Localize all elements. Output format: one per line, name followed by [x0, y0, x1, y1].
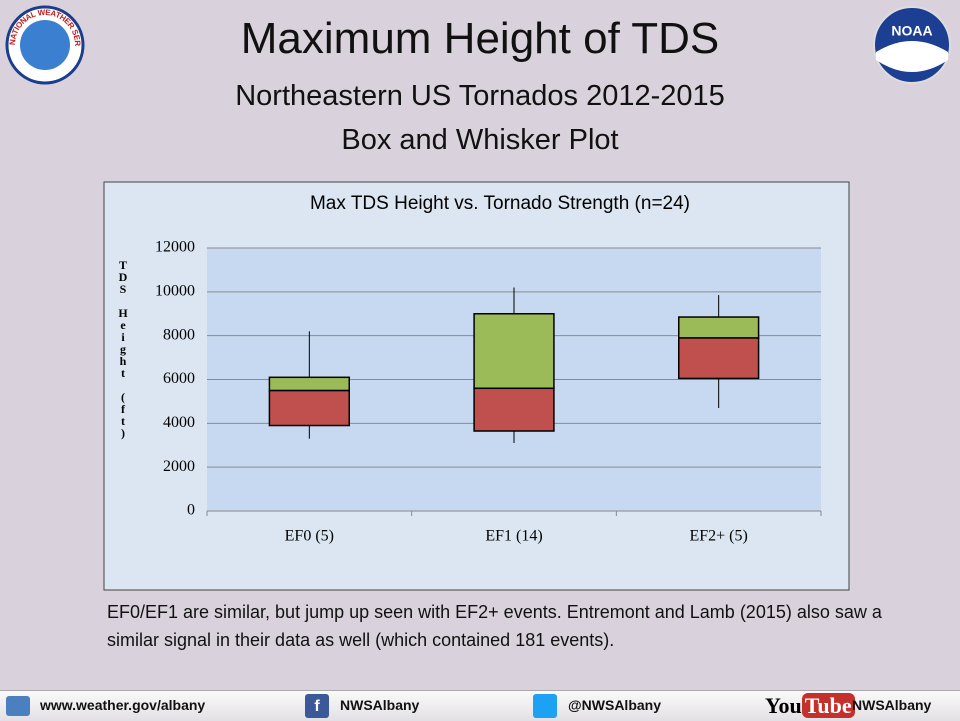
chart-title: Max TDS Height vs. Tornado Strength (n=2… [310, 193, 690, 214]
twitter-icon [533, 694, 557, 718]
subtitle: Box and Whisker Plot [341, 124, 619, 156]
youtube-logo: You Tube [765, 693, 855, 719]
body-text: EF0/EF1 are similar, but jump up seen wi… [107, 602, 882, 650]
nws-logo-core [20, 20, 70, 70]
website[interactable]: www.weather.gov/albany [40, 697, 206, 713]
y-tick-label: 4000 [163, 414, 195, 431]
noaa-logo-text: NOAA [891, 23, 932, 39]
box-lower [678, 337, 760, 380]
facebook[interactable]: NWSAlbany [340, 697, 420, 713]
box-upper [473, 313, 555, 390]
twitter[interactable]: @NWSAlbany [568, 697, 661, 713]
title: Maximum Height of TDS [240, 14, 720, 63]
box-lower [473, 387, 555, 432]
y-tick-label: 12000 [155, 239, 195, 256]
footer: www.weather.gov/albany f NWSAlbany @NWSA… [0, 690, 960, 721]
box-upper [678, 316, 760, 339]
box-lower [268, 389, 350, 427]
x-tick-label: EF0 (5) [285, 528, 334, 545]
facebook-icon: f [305, 694, 329, 718]
y-tick-label: 6000 [163, 370, 195, 387]
noaa-logo-bird [876, 41, 948, 72]
y-tick-label: 10000 [155, 283, 195, 300]
y-tick-label: 0 [187, 502, 195, 519]
y-axis-label: TDS Height (ft) [116, 258, 130, 438]
y-tick-label: 2000 [163, 458, 195, 475]
y-tick-label: 8000 [163, 326, 195, 343]
youtube-logo-you: You [765, 693, 802, 718]
subtitle: Northeastern US Tornados 2012-2015 [235, 80, 725, 112]
x-tick-label: EF1 (14) [485, 528, 542, 545]
box-upper [268, 376, 350, 392]
youtube[interactable]: NWSAlbany [852, 697, 932, 713]
website-icon [6, 696, 30, 716]
youtube-logo-tube: Tube [801, 693, 855, 718]
x-tick-label: EF2+ (5) [689, 528, 747, 545]
